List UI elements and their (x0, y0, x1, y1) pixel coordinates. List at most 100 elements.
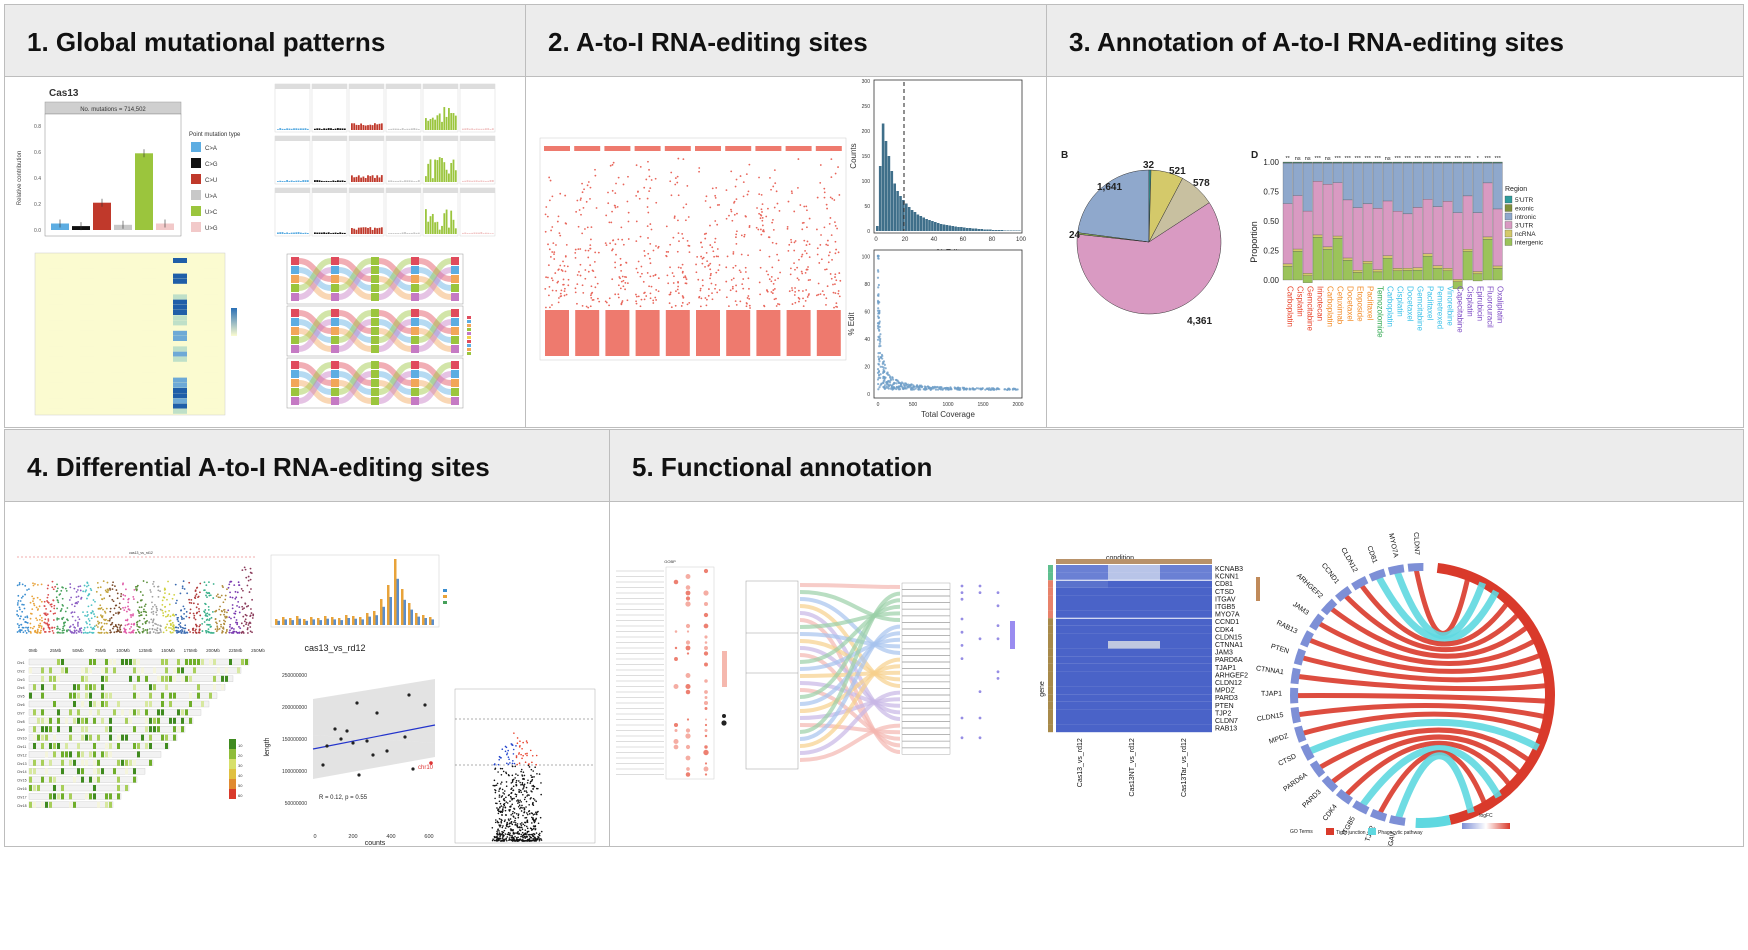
volcano-point (511, 774, 514, 777)
low-band (545, 310, 569, 356)
manhattan-point (106, 591, 109, 594)
manhattan-point (175, 613, 177, 616)
edit-point (574, 291, 577, 294)
barplot-bar (284, 619, 287, 625)
manhattan-point (222, 627, 224, 630)
edit-point (733, 213, 736, 216)
density-block (109, 717, 112, 724)
manhattan-point (16, 623, 19, 625)
heatmap-cell (1160, 686, 1212, 695)
edit-point (838, 272, 841, 274)
stacked-segment (1422, 256, 1433, 281)
density-block (57, 726, 60, 733)
density-block (41, 734, 44, 741)
mutation-count-strip: No. mutations = 714,502 (80, 107, 146, 113)
manhattan-point (118, 606, 121, 609)
coverage-point (877, 376, 880, 379)
stacked-segment (1432, 268, 1443, 281)
manhattan-point (165, 629, 168, 632)
density-block (53, 684, 56, 691)
edit-point (701, 284, 704, 287)
volcano-point (521, 807, 523, 809)
edit-point (837, 292, 840, 295)
spectrum-bar (355, 124, 358, 130)
manhattan-point (34, 583, 36, 585)
density-block (117, 734, 120, 741)
edit-point (711, 187, 714, 190)
histogram-bar (1018, 230, 1021, 231)
manhattan-point (39, 598, 42, 601)
manhattan-point (135, 589, 138, 592)
heatmap-cell (204, 310, 218, 315)
heatmap-cell (111, 351, 125, 357)
heatmap-cell (142, 388, 156, 393)
volcano-point (518, 791, 520, 794)
alluvial-flow (338, 319, 372, 343)
volcano-point (510, 792, 513, 794)
heatmap-cell (204, 408, 218, 414)
manhattan-point (97, 586, 100, 589)
alluvial-node (331, 284, 339, 292)
volcano-point (501, 788, 504, 791)
manhattan-point (242, 632, 245, 634)
density-block (69, 734, 72, 741)
heatmap-cell (111, 258, 125, 263)
alluvial-flow (378, 276, 412, 300)
manhattan-point (214, 618, 217, 621)
edit-point (735, 236, 737, 239)
manhattan-point (39, 632, 42, 634)
manhattan-point (180, 615, 183, 618)
heatmap-cell (1056, 610, 1108, 619)
manhattan-point (163, 587, 166, 590)
manhattan-point (116, 628, 119, 631)
heatmap-cell (1160, 717, 1212, 725)
spectrum-bar (378, 227, 381, 234)
dotplot-size-key (721, 720, 727, 726)
spectrum-bar (429, 159, 432, 182)
density-block (41, 743, 44, 749)
manhattan-point (163, 596, 166, 599)
edit-point (669, 180, 672, 183)
heatmap-cell (1056, 671, 1108, 679)
volcano-point (532, 838, 534, 840)
spectrum-bar (448, 173, 450, 182)
edit-point (674, 304, 677, 307)
spectrum-bar (471, 232, 473, 234)
volcano-point (494, 821, 497, 824)
edit-point (655, 299, 658, 301)
gene-label: ITGB5 (1215, 604, 1235, 611)
manhattan-point (235, 619, 238, 621)
stacked-segment (1482, 163, 1493, 184)
volcano-point (529, 798, 532, 800)
manhattan-point (76, 589, 79, 591)
manhattan-point (46, 622, 49, 625)
barplot-bar (415, 613, 418, 625)
edit-point (579, 274, 582, 277)
barplot-bar (431, 619, 434, 625)
alluvial-flow (338, 267, 372, 291)
manhattan-point (231, 604, 234, 606)
manhattan-point (224, 615, 226, 618)
spectrum-bar (399, 233, 402, 234)
manhattan-point (131, 631, 134, 634)
manhattan-point (26, 622, 29, 624)
spectrum-bar (425, 118, 427, 130)
density-block (117, 759, 120, 766)
chrom-label: Chr17 (17, 795, 27, 799)
density-block (129, 709, 132, 716)
edit-point (714, 241, 716, 244)
edit-point (576, 283, 579, 286)
manhattan-point (173, 614, 176, 617)
stacked-segment (1342, 260, 1353, 281)
spectrum-bar (413, 128, 416, 130)
manhattan-point (22, 603, 25, 606)
edit-point (732, 252, 735, 255)
volcano-point (515, 779, 518, 782)
edit-point (563, 287, 566, 290)
density-block (105, 726, 108, 733)
spectrum-bar (290, 128, 293, 130)
spectrum-bar (369, 124, 372, 130)
coverage-point (885, 383, 888, 386)
manhattan-point (30, 632, 32, 634)
manhattan-point (79, 585, 82, 588)
